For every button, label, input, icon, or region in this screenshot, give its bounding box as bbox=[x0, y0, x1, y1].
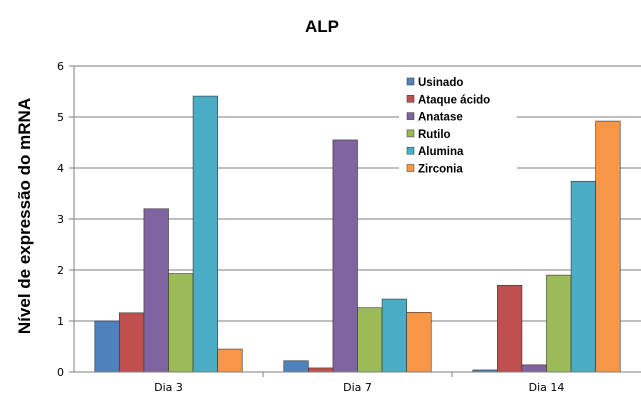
bar-anatase-dia-14 bbox=[521, 364, 547, 373]
bar-rutilo-dia-3 bbox=[168, 273, 194, 373]
y-tick-label: 6 bbox=[57, 60, 64, 73]
legend-swatch bbox=[406, 164, 415, 172]
legend-label: Rutilo bbox=[418, 129, 451, 141]
bar-anatase-dia-3 bbox=[143, 208, 169, 373]
bar-zirconia-dia-14 bbox=[595, 120, 621, 373]
bar-ataque-cido-dia-3 bbox=[119, 312, 145, 373]
y-tick-label: 5 bbox=[57, 111, 64, 124]
y-ticks: 0 1 2 3 4 5 6 bbox=[57, 60, 74, 379]
legend-background bbox=[399, 74, 517, 182]
bar-usinado-dia-3 bbox=[94, 320, 120, 373]
bar-zirconia-dia-3 bbox=[217, 348, 243, 373]
legend-label: Zirconia bbox=[418, 164, 463, 176]
legend-swatch bbox=[406, 146, 415, 155]
legend: Usinado Ataque ácido Anatase Rutilo Alumina Z… bbox=[399, 74, 517, 182]
legend-label: Ataque ácido bbox=[418, 94, 490, 106]
bar-ataque-cido-dia-7 bbox=[308, 367, 334, 373]
bar-rutilo-dia-7 bbox=[357, 307, 383, 373]
bar-alumina-dia-3 bbox=[192, 95, 218, 373]
chart-title: ALP bbox=[305, 17, 339, 36]
legend-swatch bbox=[406, 129, 415, 138]
legend-swatch bbox=[406, 77, 415, 86]
x-tick-label: Dia 14 bbox=[529, 381, 565, 394]
bar-ataque-cido-dia-14 bbox=[497, 284, 523, 373]
bars bbox=[94, 95, 621, 373]
legend-swatch bbox=[406, 95, 415, 103]
y-tick-label: 1 bbox=[57, 315, 64, 328]
legend-label: Alumina bbox=[418, 146, 464, 158]
y-axis-label: Nível de expressão do mRNA bbox=[15, 98, 34, 334]
bar-usinado-dia-7 bbox=[283, 360, 309, 373]
bar-alumina-dia-14 bbox=[570, 180, 596, 373]
bar-zirconia-dia-7 bbox=[406, 312, 432, 373]
x-ticks: Dia 3 Dia 7 Dia 14 bbox=[154, 372, 564, 394]
y-tick-label: 3 bbox=[57, 213, 64, 226]
bar-alumina-dia-7 bbox=[381, 298, 407, 373]
legend-label: Usinado bbox=[418, 77, 463, 89]
x-tick-label: Dia 7 bbox=[343, 381, 372, 394]
bar-anatase-dia-7 bbox=[332, 139, 358, 373]
y-tick-label: 2 bbox=[57, 264, 64, 277]
x-tick-label: Dia 3 bbox=[154, 381, 183, 394]
y-tick-label: 0 bbox=[57, 366, 64, 379]
legend-swatch bbox=[406, 112, 415, 120]
bar-rutilo-dia-14 bbox=[546, 274, 572, 373]
legend-label: Anatase bbox=[418, 112, 463, 124]
y-tick-label: 4 bbox=[57, 162, 64, 175]
